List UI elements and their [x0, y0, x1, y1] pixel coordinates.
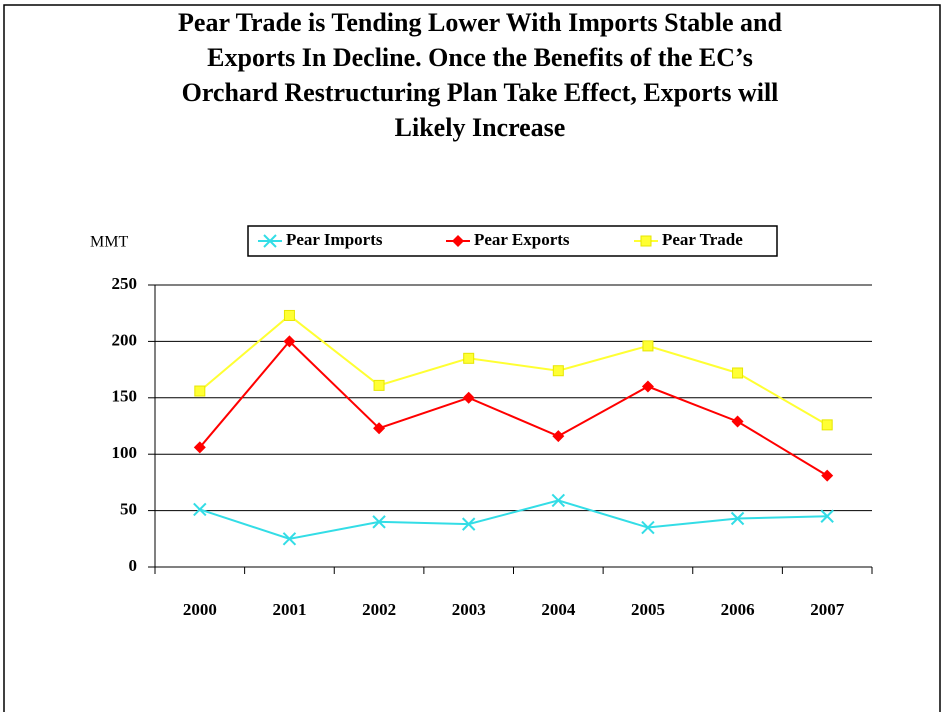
chart-title: Likely Increase [395, 113, 566, 142]
x-tick-label: 2002 [362, 600, 396, 619]
marker [641, 380, 654, 393]
x-tick-label: 2007 [810, 600, 845, 619]
marker [452, 235, 464, 247]
chart-title: Orchard Restructuring Plan Take Effect, … [182, 78, 779, 107]
chart-title: Pear Trade is Tending Lower With Imports… [178, 8, 782, 37]
marker [731, 415, 744, 428]
marker [263, 234, 277, 248]
y-axis-label: MMT [90, 234, 128, 251]
marker [193, 502, 207, 517]
marker [372, 515, 386, 529]
marker [642, 340, 654, 352]
legend-label: Pear Exports [474, 230, 570, 249]
marker [283, 335, 296, 348]
marker [732, 367, 744, 379]
legend-label: Pear Imports [286, 230, 383, 249]
marker [283, 309, 295, 321]
chart-title: Exports In Decline. Once the Benefits of… [207, 43, 753, 72]
marker [373, 379, 385, 391]
x-tick-label: 2001 [272, 600, 306, 619]
marker [821, 419, 833, 431]
marker [820, 509, 834, 523]
marker [551, 493, 566, 508]
marker [730, 511, 745, 526]
series-line [199, 314, 828, 426]
marker [462, 391, 475, 404]
marker [193, 441, 206, 454]
marker [640, 235, 652, 247]
marker [463, 352, 475, 364]
x-tick-label: 2004 [541, 600, 576, 619]
series-line [199, 499, 828, 540]
y-tick-label: 100 [112, 443, 138, 462]
y-tick-label: 200 [112, 330, 138, 349]
legend-label: Pear Trade [662, 230, 743, 249]
marker [641, 520, 655, 535]
y-tick-label: 0 [129, 556, 138, 575]
x-tick-label: 2006 [721, 600, 755, 619]
marker [282, 532, 297, 546]
y-tick-label: 150 [112, 387, 138, 406]
x-tick-label: 2005 [631, 600, 665, 619]
marker [194, 385, 206, 397]
x-tick-label: 2000 [183, 600, 217, 619]
marker [461, 517, 476, 531]
marker [552, 365, 564, 377]
marker [373, 422, 386, 435]
y-tick-label: 50 [120, 500, 137, 519]
series-line [199, 339, 828, 477]
marker [552, 430, 565, 443]
marker [821, 469, 834, 482]
y-tick-label: 250 [112, 274, 138, 293]
legend-box [247, 225, 778, 257]
frame [3, 4, 941, 717]
x-tick-label: 2003 [452, 600, 486, 619]
